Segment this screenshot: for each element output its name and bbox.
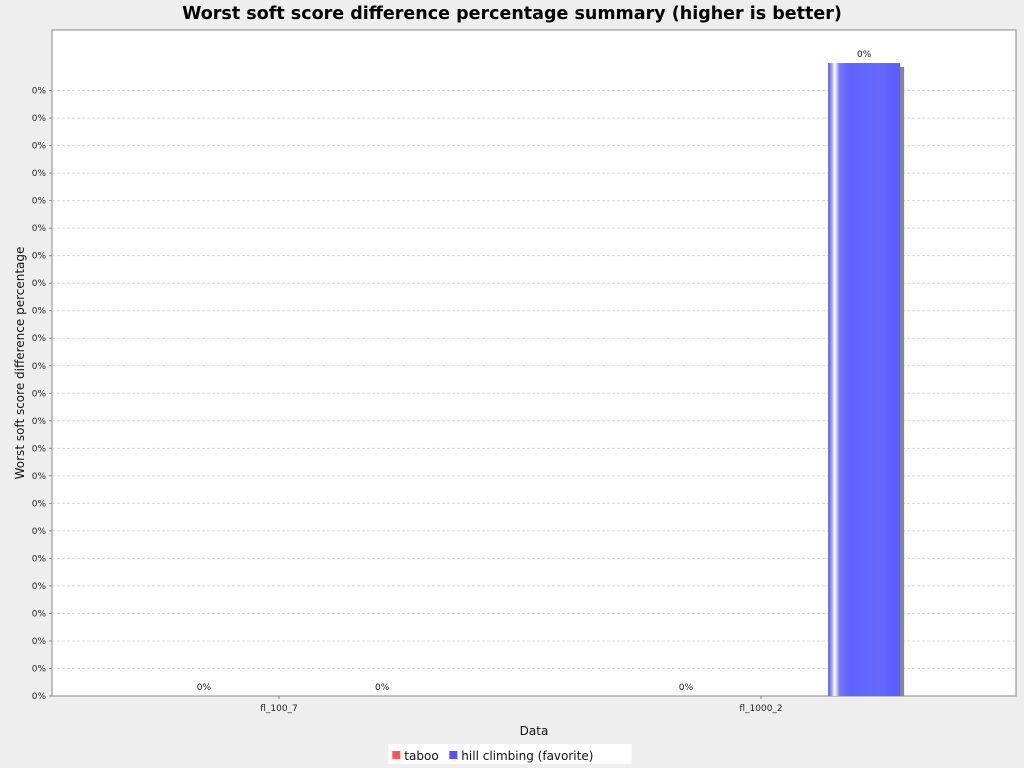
y-axis-ticks: 0% 0% 0% 0% 0% 0% 0% 0% 0% 0% 0% 0% 0% 0% 0% 0% 0% 0% 0% 0%… (32, 87, 52, 702)
y-tick-label: 0% (32, 582, 47, 592)
y-tick-label: 0% (32, 554, 47, 564)
y-tick-label: 0% (32, 664, 47, 674)
y-tick-label: 0% (32, 169, 47, 179)
y-tick-label: 0% (32, 197, 47, 207)
y-tick-label: 0% (32, 279, 47, 289)
legend: taboo hill climbing (favorite) (388, 744, 632, 764)
data-label: 0% (197, 683, 212, 693)
y-tick-label: 0% (32, 224, 47, 234)
y-tick-label: 0% (32, 692, 47, 702)
x-category-label: fl_100_7 (260, 704, 298, 714)
x-axis-label: Data (520, 724, 549, 738)
legend-label: hill climbing (favorite) (461, 749, 593, 763)
y-tick-label: 0% (32, 87, 47, 97)
y-tick-label: 0% (32, 444, 47, 454)
y-tick-label: 0% (32, 499, 47, 509)
y-tick-label: 0% (32, 114, 47, 124)
y-tick-label: 0% (32, 637, 47, 647)
y-tick-label: 0% (32, 142, 47, 152)
legend-box (388, 744, 632, 764)
data-label: 0% (375, 683, 390, 693)
y-tick-label: 0% (32, 334, 47, 344)
y-tick-label: 0% (32, 609, 47, 619)
y-tick-label: 0% (32, 362, 47, 372)
y-tick-label: 0% (32, 252, 47, 262)
legend-label: taboo (404, 749, 438, 763)
y-tick-label: 0% (32, 307, 47, 317)
bar-hill-climbing-favorite- (828, 63, 901, 697)
y-tick-label: 0% (32, 389, 47, 399)
y-tick-label: 0% (32, 527, 47, 537)
y-tick-label: 0% (32, 417, 47, 427)
x-axis-categories: fl_100_7 fl_1000_2 (260, 696, 783, 714)
data-label: 0% (679, 683, 694, 693)
bars (828, 63, 905, 697)
legend-swatch (449, 751, 458, 759)
chart-title: Worst soft score difference percentage s… (182, 4, 842, 24)
gridlines (52, 90, 1016, 669)
x-category-label: fl_1000_2 (739, 704, 782, 714)
y-tick-label: 0% (32, 472, 47, 482)
data-labels: 0% 0% 0% 0% (197, 50, 872, 693)
legend-swatch (392, 751, 401, 759)
data-label: 0% (857, 50, 872, 60)
y-axis-label: Worst soft score difference percentage (13, 247, 27, 480)
